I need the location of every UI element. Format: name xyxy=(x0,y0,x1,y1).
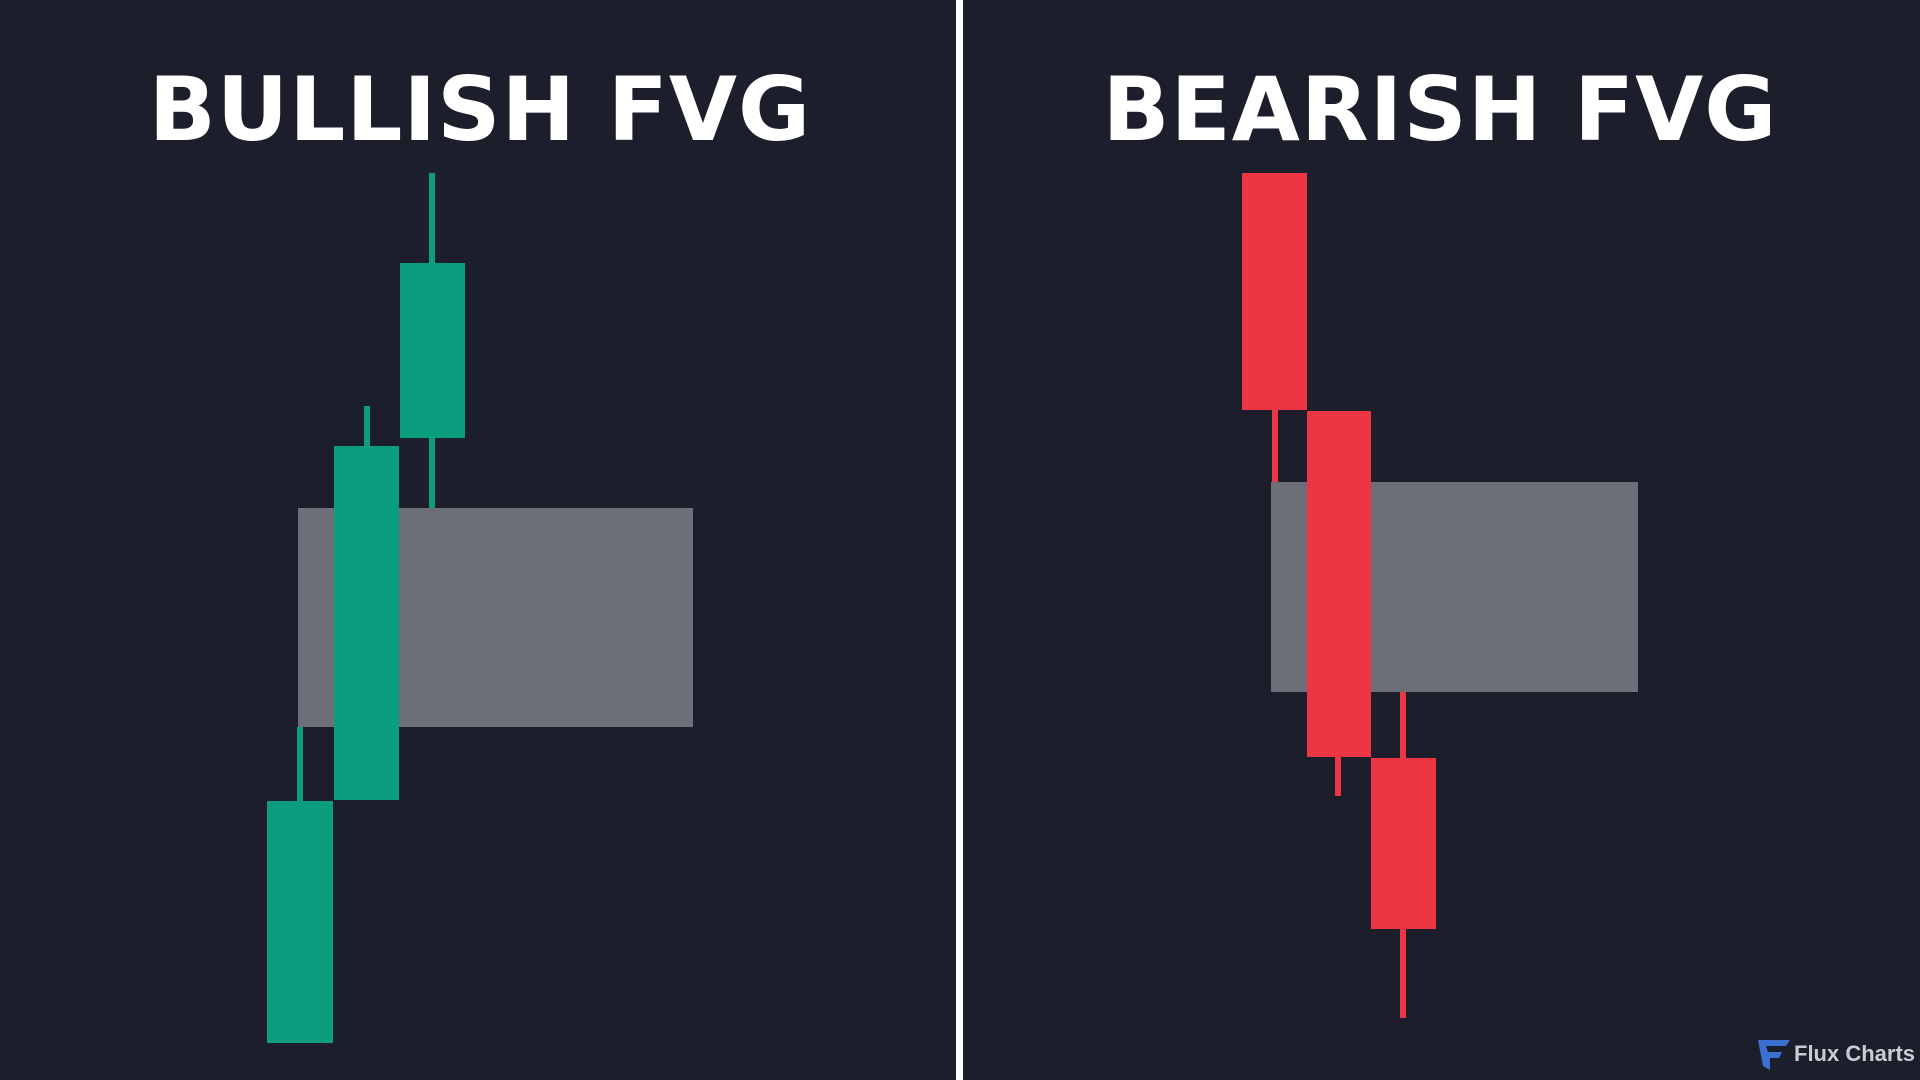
wick xyxy=(1335,757,1341,796)
candle xyxy=(1371,758,1436,929)
wick xyxy=(1400,929,1406,1018)
bullish-title: BULLISH FVG xyxy=(149,58,812,161)
bullish-diagram xyxy=(267,173,693,1043)
wick xyxy=(364,406,370,446)
candle xyxy=(1242,173,1307,410)
divider xyxy=(956,0,963,1080)
candle xyxy=(1307,411,1371,757)
logo-icon xyxy=(1758,1040,1790,1070)
bearish-title: BEARISH FVG xyxy=(1103,58,1778,161)
candle xyxy=(334,446,399,800)
bearish-diagram xyxy=(1242,173,1638,1018)
logo-text: Flux Charts xyxy=(1794,1041,1915,1066)
wick xyxy=(1400,692,1406,758)
wick xyxy=(1272,410,1278,482)
wick xyxy=(429,173,435,263)
wick xyxy=(429,438,435,508)
candle xyxy=(267,801,333,1043)
candle xyxy=(400,263,465,438)
wick xyxy=(297,727,303,801)
logo: Flux Charts xyxy=(1758,1040,1915,1070)
